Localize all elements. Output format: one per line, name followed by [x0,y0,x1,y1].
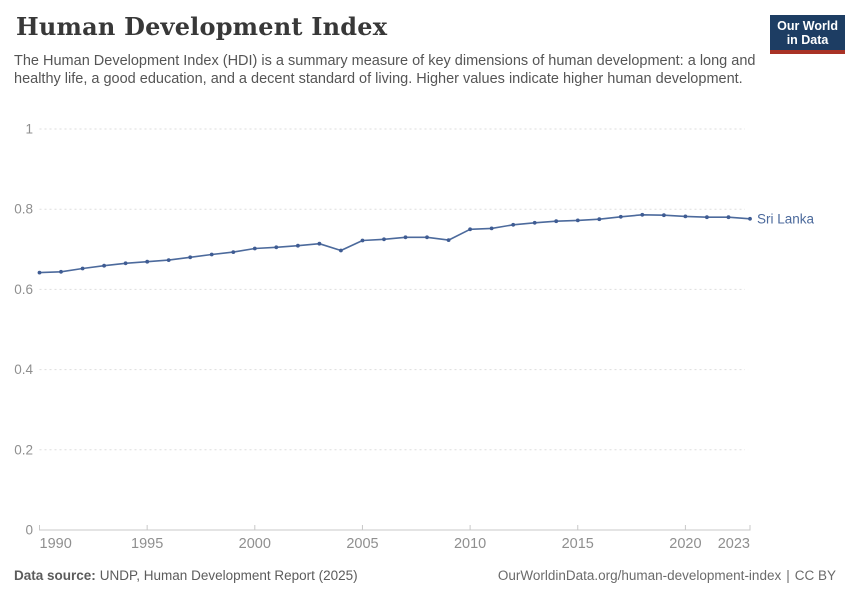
data-point[interactable] [446,238,451,243]
data-point[interactable] [339,248,343,253]
footer-separator: | [786,568,790,583]
data-point[interactable] [748,216,752,221]
data-source: Data source: UNDP, Human Development Repo… [14,568,358,583]
data-source-link[interactable]: UNDP, Human Development Report (2025) [99,568,358,583]
y-tick-label: 1 [25,122,33,137]
data-point[interactable] [575,218,580,223]
x-tick-label: 2000 [239,536,271,552]
footer-links: OurWorldinData.org/human-development-ind… [498,568,836,583]
data-point[interactable] [102,263,106,268]
chart-subtitle: The Human Development Index (HDI) is a s… [14,53,756,87]
chart-footer: Data source: UNDP, Human Development Repo… [14,568,836,583]
data-point[interactable] [59,269,63,274]
x-tick-label: 2005 [346,536,378,552]
data-point[interactable] [252,246,257,251]
data-point[interactable] [296,243,300,248]
data-point[interactable] [166,258,171,262]
x-tick-label: 2020 [669,536,701,552]
y-tick-label: 0.2 [14,442,33,457]
chart-canvas: 0 0.2 0.4 0.6 0.8 1 1990 1995 2000 2005 2010 2015 20… [14,122,815,553]
data-point[interactable] [618,214,623,219]
data-point[interactable] [403,235,408,240]
y-tick-label: 0.6 [14,282,33,297]
data-point[interactable] [597,217,602,222]
data-source-label: Data source: [14,568,96,583]
y-tick-label: 0.8 [14,202,33,217]
owid-logo-line1: Our World [777,19,838,33]
owid-logo-line2: in Data [786,33,829,47]
license-link[interactable]: CC BY [794,568,836,583]
x-tick-label: 2010 [454,536,486,552]
data-point[interactable] [231,250,236,255]
data-point[interactable] [360,238,365,243]
data-point[interactable] [705,215,709,220]
x-tick-label: 1990 [40,536,72,552]
chart-url-link[interactable]: OurWorldinData.org/human-development-ind… [497,568,782,583]
data-point[interactable] [382,237,386,242]
data-line-sri-lanka[interactable] [39,214,751,274]
data-point[interactable] [80,266,85,271]
data-point[interactable] [532,220,537,225]
entity-label: Sri Lanka [757,211,815,226]
data-point[interactable] [640,212,645,217]
data-point[interactable] [123,261,128,266]
data-point[interactable] [274,245,279,250]
data-point[interactable] [425,235,429,240]
data-point[interactable] [511,222,516,227]
x-tick-label: 2023 [718,536,750,552]
data-point[interactable] [317,241,322,246]
y-tick-label: 0 [25,523,33,538]
y-tick-label: 0.4 [14,362,33,377]
data-point[interactable] [683,214,688,219]
data-point[interactable] [662,213,666,218]
data-point[interactable] [145,259,150,264]
x-tick-label: 1995 [131,536,163,552]
x-tick-label: 2015 [562,536,594,552]
owid-logo[interactable]: Our World in Data [770,15,845,54]
data-point[interactable] [489,226,494,231]
data-point[interactable] [188,255,193,260]
data-point[interactable] [726,215,731,220]
data-point[interactable] [554,219,559,224]
data-point[interactable] [37,270,42,275]
page-title: Human Development Index [16,12,388,41]
data-point[interactable] [209,252,214,257]
x-axis-line [39,525,751,531]
data-point[interactable] [468,227,472,232]
